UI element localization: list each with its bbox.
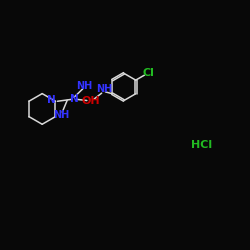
Text: NH: NH: [53, 110, 69, 120]
Text: OH: OH: [82, 96, 100, 106]
Text: N: N: [70, 94, 78, 104]
Text: NH: NH: [76, 82, 93, 92]
Text: Cl: Cl: [142, 68, 154, 78]
Text: NH: NH: [96, 84, 112, 94]
Text: HCl: HCl: [191, 140, 212, 150]
Text: N: N: [47, 95, 56, 105]
